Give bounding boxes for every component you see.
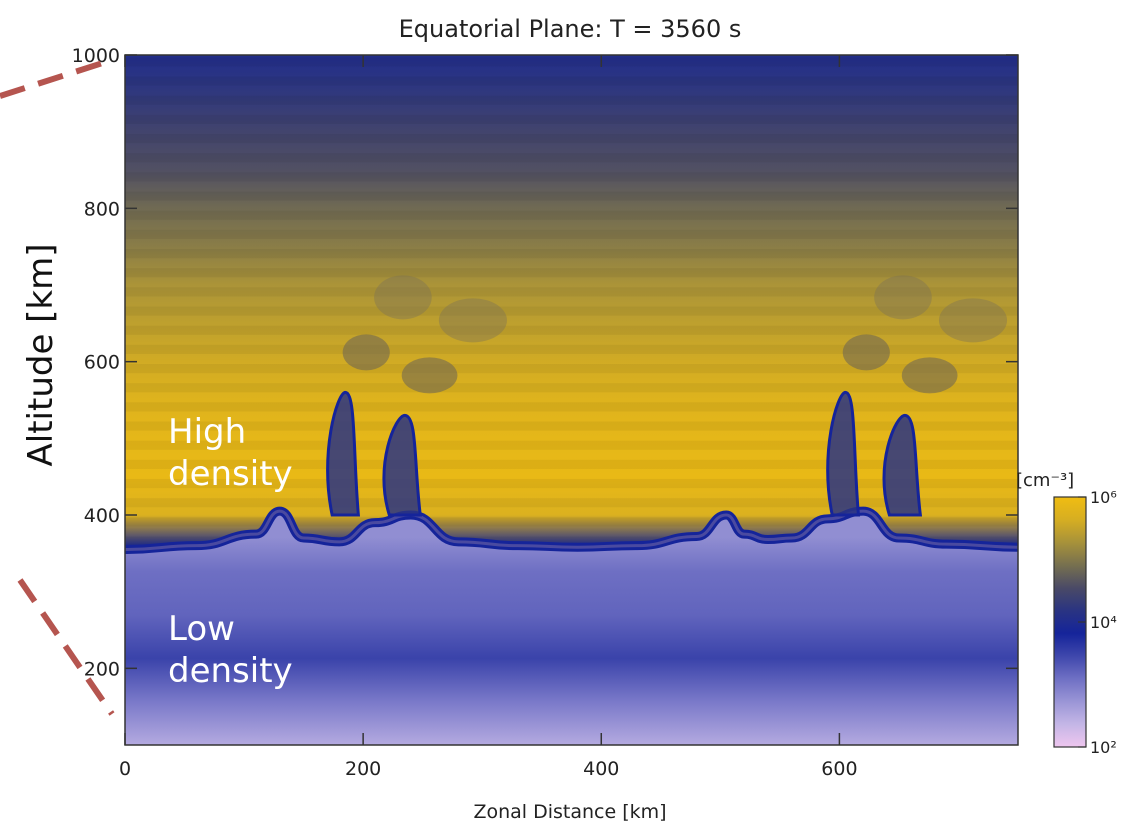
dashed-connector-bottom <box>17 578 115 716</box>
bubble-plume-edge <box>882 413 923 517</box>
contour-band <box>125 191 1018 201</box>
annotation-high-line1: High <box>168 412 246 452</box>
y-axis-label: Altitude [km] <box>21 243 61 466</box>
contour-band <box>125 402 1018 412</box>
annotation-low-line1: Low <box>168 609 235 649</box>
contour-band <box>125 344 1018 354</box>
plume-wisp <box>401 357 458 394</box>
plume-wisp <box>938 298 1008 343</box>
y-tick-label: 800 <box>84 198 120 220</box>
contour-band <box>125 268 1018 278</box>
plot-area <box>125 55 1018 745</box>
contour-band <box>125 76 1018 86</box>
chart-title: Equatorial Plane: T = 3560 s <box>399 15 742 43</box>
x-tick-label: 200 <box>345 758 381 780</box>
contour-band <box>125 536 1018 546</box>
y-tick-label: 600 <box>84 352 120 374</box>
contour-band <box>125 383 1018 393</box>
bubble-plume-edge <box>826 390 861 517</box>
contour-band <box>125 210 1018 220</box>
contour-band <box>125 172 1018 182</box>
colorbar-tick-label: 10² <box>1090 738 1117 757</box>
contour-band <box>125 133 1018 144</box>
bubble-plume <box>883 415 921 515</box>
y-tick-label: 1000 <box>72 45 120 67</box>
x-tick-label: 600 <box>821 758 857 780</box>
contour-band <box>125 287 1018 297</box>
axis-ticks: 0 200 400 600 200 400 600 800 1000 <box>72 45 1018 780</box>
colorbar-tick-label: 10⁴ <box>1090 613 1117 632</box>
low-density-region <box>125 511 1018 745</box>
contour-band <box>125 95 1018 105</box>
plume-wisp <box>901 357 958 394</box>
contour-band <box>125 325 1018 335</box>
contour-band <box>125 421 1018 431</box>
annotation-high-line2: density <box>168 454 293 494</box>
contour-band <box>125 459 1018 469</box>
plume-wisp <box>438 298 507 343</box>
plot-frame <box>124 54 1019 746</box>
colorbar-unit-label: [cm⁻³] <box>1016 470 1074 491</box>
contour-band <box>125 363 1018 374</box>
x-axis-label: Zonal Distance [km] <box>473 801 666 823</box>
contour-band <box>125 478 1018 489</box>
bubble-plume-edge <box>382 413 422 517</box>
contour-band <box>125 57 1018 67</box>
y-tick-label: 400 <box>84 505 120 527</box>
colorbar: 10² 10⁴ 10⁶ <box>1053 488 1117 757</box>
annotation-low-density: Low density <box>168 609 293 691</box>
contour-band <box>125 229 1018 239</box>
plume-wisp <box>342 334 390 371</box>
contour-band <box>125 517 1018 527</box>
bubble-plume <box>827 392 859 515</box>
annotation-high-density: High density <box>168 412 293 494</box>
x-tick-label: 0 <box>119 758 131 780</box>
contour-band <box>125 153 1018 163</box>
plume-wisp <box>842 334 890 371</box>
contour-band <box>125 498 1018 508</box>
dashed-connector-top <box>0 57 113 99</box>
contour-band <box>125 440 1018 450</box>
contour-band <box>125 248 1018 259</box>
colorbar-tick-label: 10⁶ <box>1090 488 1117 507</box>
annotation-low-line2: density <box>168 651 293 691</box>
bubble-plume <box>383 415 421 515</box>
contour-band <box>125 306 1018 316</box>
x-tick-label: 400 <box>583 758 619 780</box>
y-tick-label: 200 <box>84 658 120 680</box>
bubble-plume <box>327 392 359 515</box>
contour-band <box>125 114 1018 124</box>
plume-wisp <box>374 275 432 320</box>
bubble-plume-edge <box>326 390 361 517</box>
plume-wisp <box>874 275 932 320</box>
